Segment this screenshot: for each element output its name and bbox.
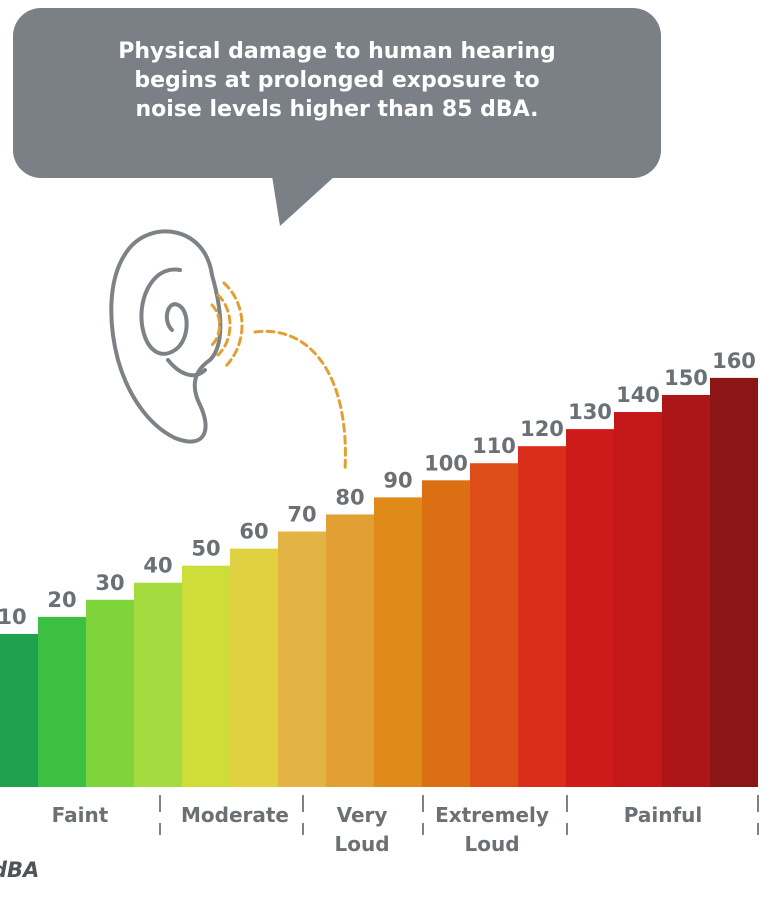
bar [566,429,614,787]
bar [422,480,470,787]
group-label: Very [337,803,388,827]
bar [182,565,230,787]
ear-icon [109,229,223,444]
value-label: 150 [664,366,708,390]
group-label: Moderate [181,803,289,827]
value-label: 130 [568,400,612,424]
value-label: 140 [616,383,660,407]
group-label: Painful [624,803,703,827]
value-label: 70 [287,503,316,527]
sound-waves [210,281,347,472]
bar [38,616,86,787]
value-label: 40 [143,554,172,578]
bubble-text: begins at prolonged exposure to [134,68,539,93]
value-label: 110 [472,434,516,458]
value-label: 60 [239,520,268,544]
bar [0,633,38,787]
bar [518,446,566,787]
value-label: 80 [335,485,364,509]
group-label: Loud [464,832,519,856]
bubble-text: Physical damage to human hearing [118,39,555,64]
group-label: Faint [52,803,109,827]
value-label: 20 [47,588,76,612]
value-label: 100 [424,451,468,475]
value-label: 90 [383,468,412,492]
value-label: 10 [0,605,27,629]
bubble-body [13,8,661,178]
bar [230,548,278,787]
bar [278,531,326,787]
group-dividers [159,795,759,835]
bar [326,514,374,787]
speech-bubble [13,8,661,226]
bar [662,394,710,787]
group-label: Loud [334,832,389,856]
bar [470,463,518,787]
bar [374,497,422,787]
value-label: 50 [191,537,220,561]
group-label: Extremely [435,803,549,827]
value-label: 120 [520,417,564,441]
bubble-tail [272,176,335,226]
bar [86,599,134,787]
bar [614,412,662,787]
bubble-text: noise levels higher than 85 dBA. [136,97,539,122]
bar [134,582,182,787]
unit-label: dBA [0,858,39,882]
bar [710,377,758,787]
value-label: 30 [95,571,124,595]
value-label: 160 [712,349,756,373]
